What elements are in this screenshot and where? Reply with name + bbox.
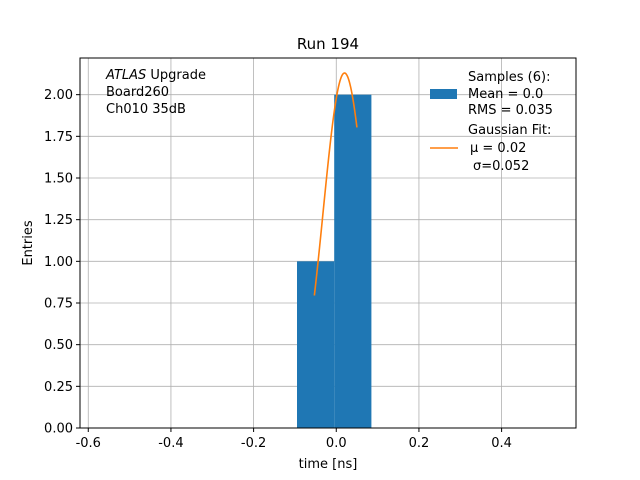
legend-fit-mu: μ = 0.02 (470, 141, 526, 156)
y-tick-label: 1.00 (44, 255, 73, 270)
y-tick-label: 1.25 (44, 213, 73, 228)
y-tick-label: 0.25 (44, 380, 73, 395)
atlas-annotation: ATLAS Upgrade Board260 Ch010 35dB (105, 68, 206, 117)
y-tick-label: 0.00 (44, 422, 73, 437)
annotation-atlas: ATLAS (105, 68, 146, 83)
gaussian-fit (313, 72, 358, 296)
legend-samples-mean: Mean = 0.0 (468, 87, 543, 102)
histogram-bar (334, 94, 372, 429)
x-tick-label: 0.0 (326, 436, 347, 451)
legend-fit-title: Gaussian Fit: (468, 123, 551, 138)
x-tick-label: -0.4 (158, 436, 183, 451)
y-tick-label: 0.75 (44, 297, 73, 312)
chart-title: Run 194 (297, 35, 359, 53)
x-axis-ticks: -0.6 -0.4 -0.2 0.0 0.2 0.4 (76, 428, 512, 451)
legend-samples-title: Samples (6): (468, 70, 550, 85)
legend: Samples (6): Mean = 0.0 RMS = 0.035 Gaus… (430, 70, 553, 174)
x-tick-label: -0.2 (241, 436, 266, 451)
annotation-line-1: ATLAS Upgrade (105, 68, 206, 83)
x-tick-label: 0.4 (491, 436, 512, 451)
annotation-line-3: Ch010 35dB (106, 102, 186, 117)
x-tick-label: -0.6 (76, 436, 101, 451)
grid (80, 58, 576, 429)
histogram-bars (297, 94, 372, 429)
y-axis-ticks: 0.00 0.25 0.50 0.75 1.00 1.25 1.50 1.75 2.00 (44, 88, 80, 437)
legend-histogram-swatch (430, 89, 457, 99)
y-axis-label: Entries (21, 220, 36, 266)
annotation-upgrade: Upgrade (146, 68, 206, 83)
gaussian-fit-line (313, 72, 358, 296)
y-tick-label: 2.00 (44, 88, 73, 103)
legend-fit-sigma: σ=0.052 (473, 159, 529, 174)
y-tick-label: 1.50 (44, 172, 73, 187)
y-tick-label: 0.50 (44, 338, 73, 353)
y-tick-label: 1.75 (44, 130, 73, 145)
plot-frame (79, 57, 577, 429)
x-axis-label: time [ns] (299, 457, 358, 472)
annotation-line-2: Board260 (106, 85, 169, 100)
legend-samples-rms: RMS = 0.035 (468, 103, 553, 118)
x-tick-label: 0.2 (409, 436, 430, 451)
